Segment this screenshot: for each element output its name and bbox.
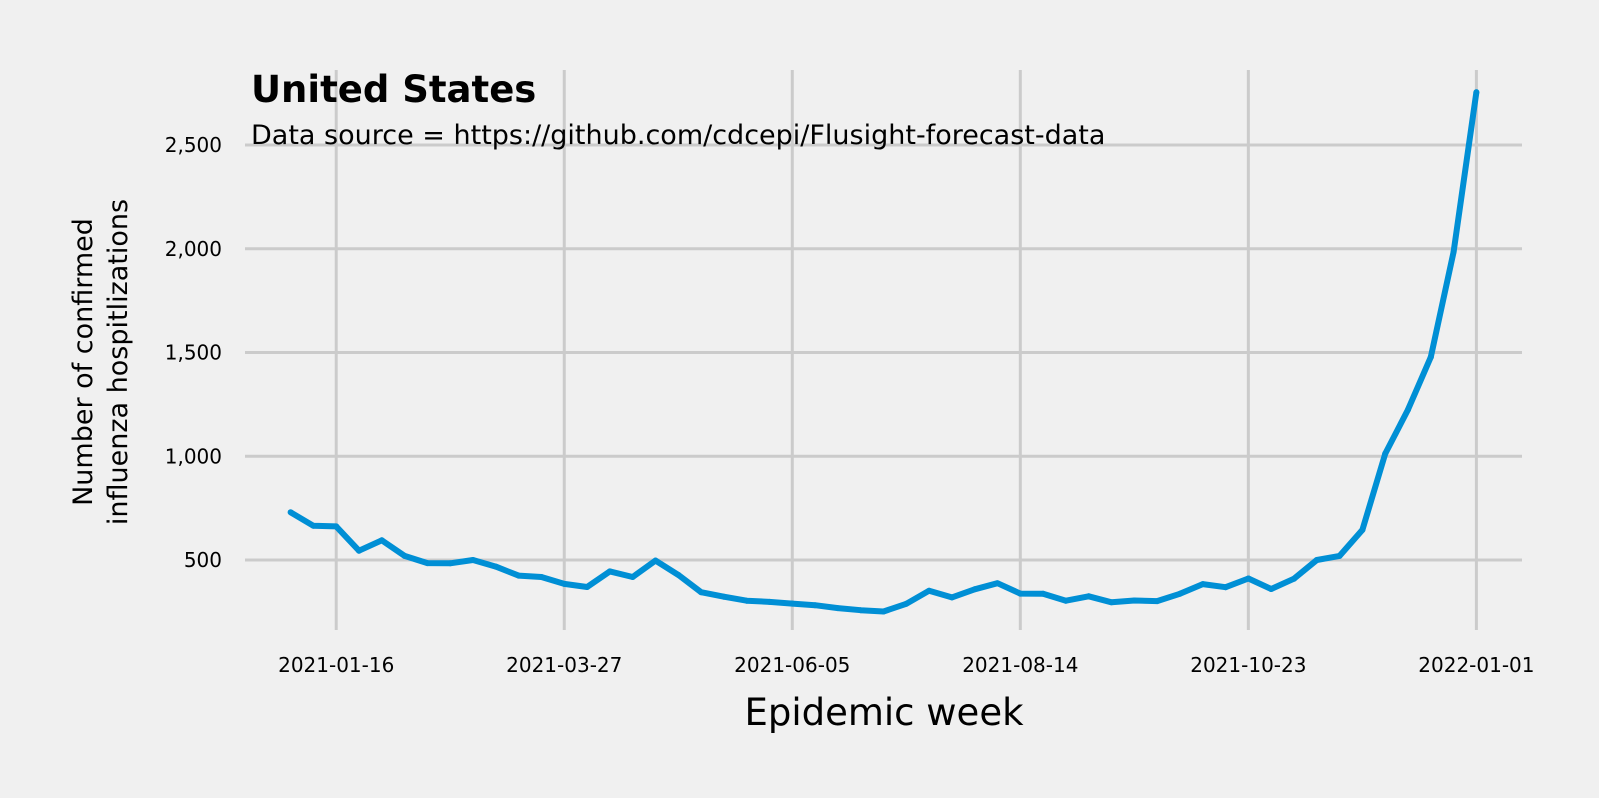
- x-axis-label: Epidemic week: [744, 691, 1024, 734]
- x-tick-label: 2021-06-05: [734, 653, 850, 677]
- data-point: [1382, 450, 1389, 457]
- data-point: [1154, 598, 1161, 605]
- data-point: [857, 607, 864, 614]
- data-point: [1062, 597, 1069, 604]
- y-tick-label: 1,500: [165, 341, 222, 365]
- y-tick-label: 1,000: [165, 444, 222, 468]
- horizontal-gridlines: [245, 143, 1522, 562]
- data-point: [1313, 557, 1320, 563]
- data-point: [492, 563, 499, 570]
- data-point: [1108, 599, 1115, 606]
- x-tick-labels: 2021-01-16 2021-03-27 2021-06-05 2021-08-14…: [278, 653, 1534, 677]
- data-point: [1245, 575, 1252, 582]
- data-point: [1336, 552, 1343, 559]
- data-point: [584, 584, 591, 590]
- data-point: [1359, 526, 1366, 533]
- data-point: [1473, 89, 1480, 96]
- chart-title: United States: [251, 68, 536, 111]
- data-point: [538, 574, 545, 580]
- data-point: [356, 547, 362, 554]
- data-point: [606, 568, 613, 575]
- data-point: [333, 523, 340, 530]
- data-point: [1450, 248, 1457, 255]
- x-tick-label: 2021-08-14: [962, 653, 1078, 677]
- data-point: [743, 597, 750, 604]
- data-point: [903, 600, 910, 607]
- data-point: [470, 557, 476, 563]
- data-point: [1131, 597, 1138, 604]
- data-point: [994, 580, 1001, 587]
- y-tick-label: 2,500: [165, 133, 222, 157]
- y-axis-label: Number of confirmed influenza hospitliza…: [68, 199, 134, 525]
- data-point: [310, 522, 317, 529]
- data-point: [652, 557, 659, 564]
- data-point: [1291, 575, 1297, 582]
- x-tick-label: 2021-10-23: [1190, 653, 1306, 677]
- y-axis-label-line-1: Number of confirmed: [68, 218, 99, 506]
- data-point: [378, 537, 385, 544]
- data-point: [1176, 590, 1183, 597]
- data-point: [880, 608, 887, 615]
- data-point: [401, 552, 408, 559]
- data-point: [766, 598, 773, 605]
- data-point: [675, 571, 682, 578]
- y-tick-labels: 500 1,000 1,500 2,000 2,500: [165, 133, 222, 572]
- data-point: [447, 560, 454, 567]
- y-tick-label: 2,000: [165, 237, 222, 261]
- x-tick-label: 2021-03-27: [506, 653, 622, 677]
- data-point: [948, 594, 955, 601]
- x-tick-label: 2021-01-16: [278, 653, 394, 677]
- data-point: [971, 586, 978, 593]
- data-point: [1085, 593, 1092, 600]
- data-point: [1040, 590, 1047, 597]
- series-group: [287, 89, 1480, 615]
- data-point: [1405, 406, 1411, 413]
- data-point: [515, 572, 522, 579]
- data-point: [424, 560, 431, 567]
- y-tick-label: 500: [184, 548, 222, 572]
- data-point: [698, 589, 705, 596]
- data-point: [720, 593, 727, 600]
- data-point: [1199, 581, 1206, 588]
- data-point: [1427, 354, 1434, 361]
- data-point: [287, 509, 294, 516]
- data-point: [1017, 590, 1024, 597]
- data-point: [1222, 584, 1229, 591]
- data-point: [1268, 586, 1275, 592]
- data-point: [834, 605, 841, 612]
- data-point: [629, 574, 636, 580]
- vertical-gridlines: [334, 70, 1478, 630]
- chart-subtitle: Data source = https://github.com/cdcepi/…: [251, 120, 1105, 151]
- x-tick-label: 2022-01-01: [1418, 653, 1534, 677]
- data-point: [789, 600, 796, 607]
- data-point: [561, 580, 568, 587]
- data-point: [926, 587, 933, 594]
- y-axis-label-line-2: influenza hospitlizations: [103, 199, 134, 525]
- data-point: [812, 602, 819, 609]
